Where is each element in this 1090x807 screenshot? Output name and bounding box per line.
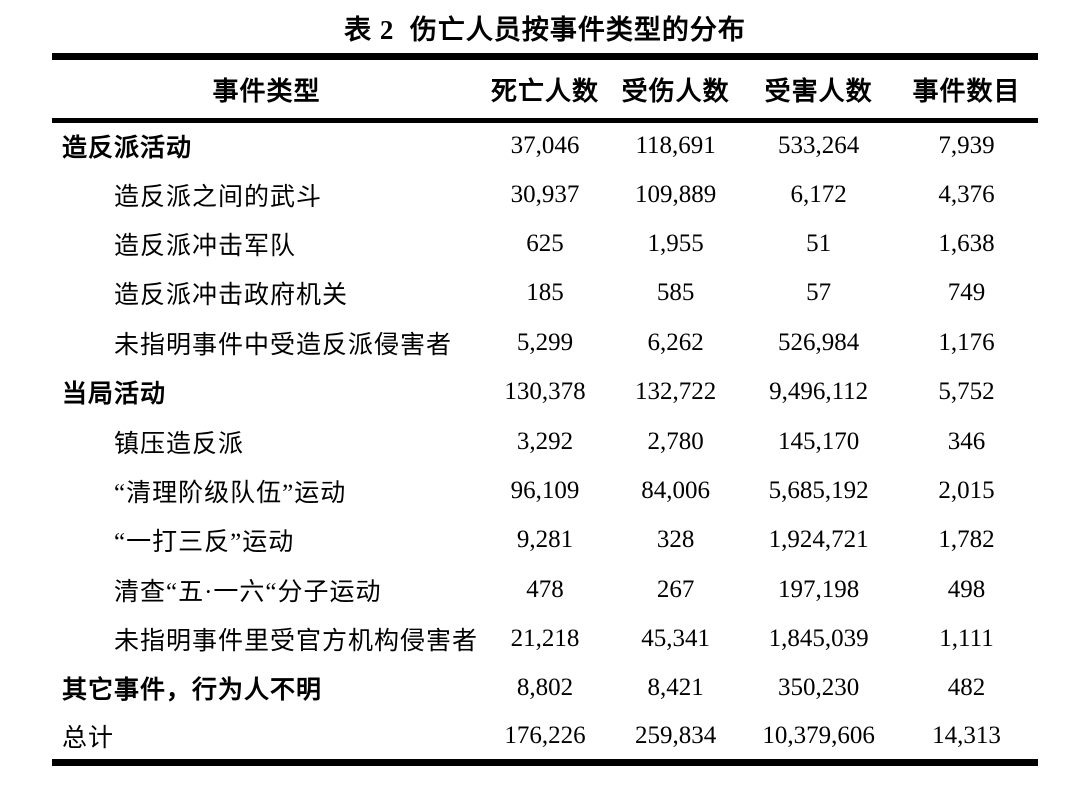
cell-deaths: 5,299 xyxy=(516,328,574,356)
table-row: 造反派活动 37,046 118,691 533,264 7,939 xyxy=(52,121,1038,170)
cell-deaths: 185 xyxy=(526,279,564,307)
cell-event-count: 1,176 xyxy=(938,328,995,356)
cell-victims: 197,198 xyxy=(777,575,860,603)
cell-victims: 9,496,112 xyxy=(769,378,869,406)
table-header: 事件类型 死亡人数 受伤人数 受害人数 事件数目 xyxy=(52,56,1038,123)
cell-victims: 1,924,721 xyxy=(768,526,869,554)
cell-deaths: 37,046 xyxy=(510,132,580,160)
cell-injured: 267 xyxy=(656,575,695,603)
table-row: 当局活动 130,378 132,722 9,496,112 5,752 xyxy=(52,367,1038,416)
table-row: 未指明事件里受官方机构侵害者 21,218 45,341 1,845,039 1… xyxy=(52,614,1038,663)
row-label: 未指明事件中受造反派侵害者 xyxy=(114,331,453,359)
cell-deaths: 3,292 xyxy=(516,427,574,455)
cell-deaths: 30,937 xyxy=(510,180,580,208)
cell-victims: 533,264 xyxy=(777,132,860,160)
cell-injured: 2,780 xyxy=(647,427,704,455)
cell-deaths: 96,109 xyxy=(510,476,580,504)
cell-injured: 585 xyxy=(656,279,695,307)
row-label: 造反派冲击军队 xyxy=(114,232,297,260)
cell-injured: 109,889 xyxy=(635,180,717,208)
cell-event-count: 1,111 xyxy=(939,625,994,653)
cell-event-count: 1,638 xyxy=(938,229,995,257)
cell-event-count: 2,015 xyxy=(938,476,995,504)
cell-deaths: 625 xyxy=(526,229,564,257)
row-label: 当局活动 xyxy=(62,381,167,409)
row-label: 其它事件，行为人不明 xyxy=(62,677,323,705)
column-header-injured: 受伤人数 xyxy=(609,56,743,123)
table-row: 造反派冲击军队 625 1,955 51 1,638 xyxy=(52,219,1038,268)
table-row: 清查“五·一六“分子运动 478 267 197,198 498 xyxy=(52,565,1038,614)
column-header-deaths: 死亡人数 xyxy=(480,56,610,123)
cell-victims: 6,172 xyxy=(790,180,847,208)
cell-injured: 132,722 xyxy=(635,378,717,406)
table-row: 其它事件，行为人不明 8,802 8,421 350,230 482 xyxy=(52,664,1038,713)
row-label: 未指明事件里受官方机构侵害者 xyxy=(114,628,479,656)
cell-victims: 51 xyxy=(806,229,832,257)
cell-deaths: 21,218 xyxy=(510,625,580,653)
cell-victims: 10,379,606 xyxy=(762,722,875,750)
row-label: “清理阶级队伍”运动 xyxy=(114,479,347,507)
casualty-table: 事件类型 死亡人数 受伤人数 受害人数 事件数目 造反派活动 37,046 11… xyxy=(52,53,1038,767)
table-row: 未指明事件中受造反派侵害者 5,299 6,262 526,984 1,176 xyxy=(52,318,1038,367)
cell-event-count: 14,313 xyxy=(932,722,1001,750)
cell-deaths: 8,802 xyxy=(516,674,574,702)
cell-event-count: 1,782 xyxy=(938,526,995,554)
column-header-event-count: 事件数目 xyxy=(895,56,1038,123)
row-label: “一打三反”运动 xyxy=(114,529,295,557)
cell-event-count: 5,752 xyxy=(938,378,995,406)
table-body: 造反派活动 37,046 118,691 533,264 7,939 造反派之间… xyxy=(52,121,1038,763)
table-row: “一打三反”运动 9,281 328 1,924,721 1,782 xyxy=(52,516,1038,565)
table-row: 造反派之间的武斗 30,937 109,889 6,172 4,376 xyxy=(52,170,1038,219)
cell-event-count: 4,376 xyxy=(938,180,995,208)
cell-victims: 350,230 xyxy=(777,674,860,702)
column-header-victims: 受害人数 xyxy=(742,56,896,123)
cell-injured: 8,421 xyxy=(647,674,704,702)
cell-injured: 45,341 xyxy=(641,625,710,653)
cell-injured: 84,006 xyxy=(641,476,710,504)
cell-injured: 1,955 xyxy=(647,229,704,257)
table-row: 造反派冲击政府机关 185 585 57 749 xyxy=(52,269,1038,318)
row-label: 造反派冲击政府机关 xyxy=(114,282,349,310)
cell-event-count: 749 xyxy=(947,279,986,307)
cell-injured: 6,262 xyxy=(647,328,704,356)
cell-deaths: 9,281 xyxy=(516,526,574,554)
row-label: 总计 xyxy=(62,725,115,753)
cell-injured: 259,834 xyxy=(635,722,717,750)
cell-deaths: 478 xyxy=(526,575,564,603)
cell-event-count: 346 xyxy=(947,427,986,455)
table-row: 镇压造反派 3,292 2,780 145,170 346 xyxy=(52,417,1038,466)
cell-injured: 118,691 xyxy=(635,132,716,160)
table-row: “清理阶级队伍”运动 96,109 84,006 5,685,192 2,015 xyxy=(52,466,1038,515)
row-label: 造反派活动 xyxy=(62,135,193,163)
row-label: 清查“五·一六“分子运动 xyxy=(114,578,382,606)
header-row: 事件类型 死亡人数 受伤人数 受害人数 事件数目 xyxy=(52,56,1038,123)
row-label: 造反派之间的武斗 xyxy=(114,183,323,211)
cell-event-count: 482 xyxy=(947,674,986,702)
column-header-event-type: 事件类型 xyxy=(52,56,481,123)
cell-victims: 1,845,039 xyxy=(768,625,869,653)
cell-injured: 328 xyxy=(656,526,695,554)
cell-victims: 57 xyxy=(806,279,832,307)
cell-deaths: 130,378 xyxy=(504,378,586,406)
cell-event-count: 7,939 xyxy=(938,132,995,160)
table-title: 表 2 伤亡人员按事件类型的分布 xyxy=(344,15,746,45)
cell-victims: 526,984 xyxy=(777,328,860,356)
cell-event-count: 498 xyxy=(947,575,986,603)
row-label: 镇压造反派 xyxy=(114,430,245,458)
cell-deaths: 176,226 xyxy=(504,722,586,750)
cell-victims: 145,170 xyxy=(777,427,860,455)
table-row-total: 总计 176,226 259,834 10,379,606 14,313 xyxy=(52,713,1038,762)
cell-victims: 5,685,192 xyxy=(768,476,869,504)
